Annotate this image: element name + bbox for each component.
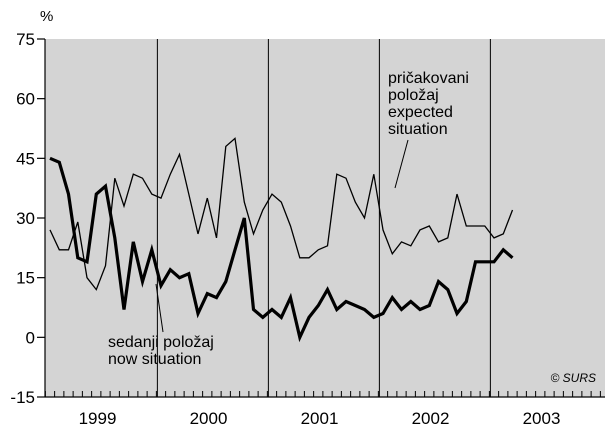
annotation-now-line: now situation (108, 351, 201, 368)
y-axis: -15 0 15 30 45 60 75 (10, 30, 46, 407)
year-separators (156, 39, 491, 397)
credit-label: © SURS (550, 371, 596, 385)
x-year-label: 2000 (190, 409, 228, 428)
annotation-expected-leader (394, 139, 409, 189)
annotation-expected-line: situation (388, 121, 448, 138)
x-axis: 1999 2000 2001 2002 2003 (44, 391, 605, 428)
x-year-label: 2002 (412, 409, 450, 428)
series-line-now (49, 156, 514, 343)
series-line-expected (49, 137, 514, 291)
annotation-expected-line: pričakovani (388, 70, 469, 87)
plot-background (45, 39, 605, 397)
x-year-label: 2001 (301, 409, 339, 428)
y-tick-label: 15 (16, 269, 35, 288)
y-tick-label: 45 (16, 149, 35, 168)
x-year-label: 2003 (523, 409, 561, 428)
annotation-expected-line: expected (388, 104, 453, 121)
annotation-expected-line: položaj (388, 87, 439, 104)
y-tick-label: -15 (10, 388, 35, 407)
x-year-label: 1999 (79, 409, 117, 428)
annotation-now-line: sedanji položaj (108, 334, 214, 351)
y-tick-label: 75 (16, 30, 35, 49)
y-unit-label: % (40, 8, 53, 25)
series-layer (49, 137, 514, 343)
y-tick-label: 0 (26, 328, 35, 347)
annotation-now-leader (155, 283, 164, 333)
y-tick-label: 30 (16, 209, 35, 228)
y-tick-label: 60 (16, 90, 35, 109)
